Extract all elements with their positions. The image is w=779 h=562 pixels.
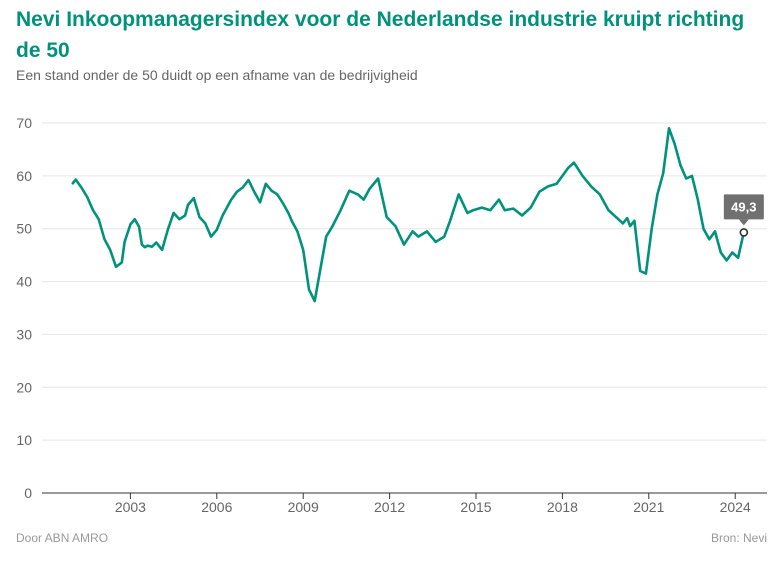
x-tick-label: 2024 xyxy=(720,499,751,515)
last-value-label: 49,3 xyxy=(731,199,756,214)
last-value-pointer xyxy=(738,219,749,226)
x-tick-label: 2018 xyxy=(547,499,578,515)
x-axis-ticks: 2003 2006 2009 2012 2015 2018 2021 2024 xyxy=(115,493,751,515)
grid-lines xyxy=(42,122,767,441)
x-tick-label: 2006 xyxy=(201,499,232,515)
source-text: Bron: Nevi xyxy=(710,531,767,545)
y-tick-label: 60 xyxy=(16,168,32,184)
y-tick-label: 50 xyxy=(16,221,32,237)
last-value-marker xyxy=(739,228,749,237)
pmi-series-line xyxy=(71,127,746,303)
y-tick-label: 30 xyxy=(16,326,32,342)
x-tick-label: 2003 xyxy=(115,499,146,515)
last-value-box xyxy=(723,194,764,220)
y-axis-ticks: 0 10 20 30 40 50 60 70 xyxy=(16,115,32,501)
y-tick-label: 10 xyxy=(16,432,32,448)
y-tick-label: 20 xyxy=(16,379,32,395)
chart-subtitle: Een stand onder de 50 duidt op een afnam… xyxy=(16,67,418,83)
chart-title: Nevi Inkoopmanagersindex voor de Nederla… xyxy=(16,8,745,62)
y-tick-label: 40 xyxy=(16,274,32,290)
x-tick-label: 2021 xyxy=(633,499,664,515)
y-tick-label: 70 xyxy=(16,115,32,131)
last-value-callout: 49,3 xyxy=(723,194,764,237)
y-tick-label: 0 xyxy=(24,485,32,501)
x-tick-label: 2015 xyxy=(460,499,491,515)
credit-text: Door ABN AMRO xyxy=(16,531,109,545)
x-tick-label: 2009 xyxy=(288,499,319,515)
line-chart: 0 10 20 30 40 50 60 70 2003 2006 2009 2012 2015 2018… xyxy=(16,115,767,515)
x-tick-label: 2012 xyxy=(374,499,405,515)
